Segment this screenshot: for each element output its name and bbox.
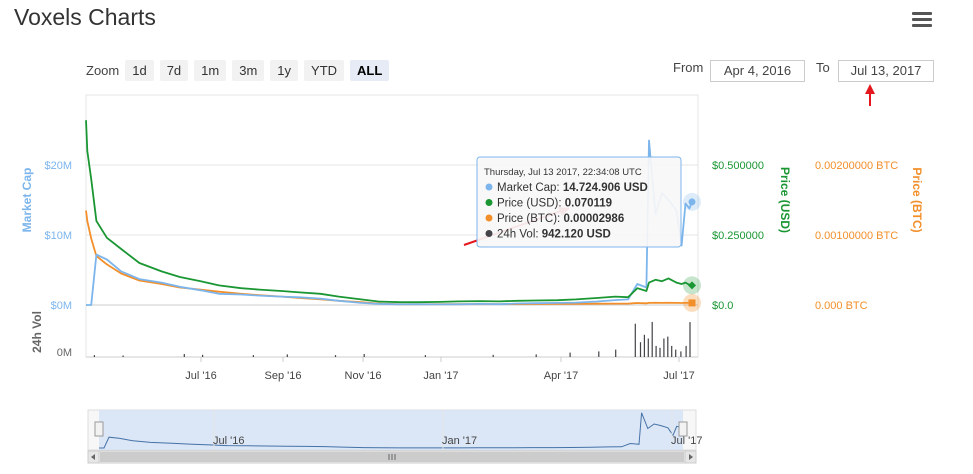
navigator[interactable]: Jul '16 Jan '17 Jul '17 [87,409,702,451]
volume-bar [183,354,185,357]
x-tick-label: Jul '17 [663,370,694,382]
volume-bar [93,355,95,357]
zoom-3m-button[interactable]: 3m [232,60,265,81]
volume-bar [334,355,337,357]
tooltip-date: Thursday, Jul 13 2017, 22:34:08 UTC [484,167,642,178]
volume-bar [598,351,600,357]
tooltip-swatch [485,199,493,206]
series-line-price-usd [85,120,693,304]
navigator-series-line [99,412,684,449]
menu-icon[interactable] [912,12,932,28]
zoom-1d-button[interactable]: 1d [125,60,154,81]
volume-bar [286,354,288,357]
y-tick-market-cap: $10M [44,230,72,242]
axis-title-market-cap: Market Cap [20,168,34,233]
volume-bar [363,354,365,357]
tooltip-swatch [485,214,493,222]
navigator-tick-label: Jul '17 [671,435,702,447]
scroll-right-icon [689,454,693,460]
tooltip-swatch [485,230,493,237]
navigator-mask [99,410,683,450]
tooltip-row: Price (BTC): 0.00002986 [497,213,624,225]
axis-title-price-usd: Price (USD) [778,167,792,233]
y-tick-price-usd: $0.250000 [712,230,764,242]
volume-bar [424,355,426,357]
navigator-tick-label: Jul '16 [213,435,244,447]
scrollbar[interactable] [87,450,697,464]
y-tick-price-btc: 0.000 BTC [815,300,868,312]
volume-bar [685,345,687,357]
zoom-label: Zoom [86,63,120,78]
scroll-left-icon [91,454,95,460]
volume-bar [643,334,645,357]
volume-bar [647,338,649,357]
y-tick-price-btc: 0.00100000 BTC [815,230,898,242]
to-date-arrow-head [865,84,875,94]
volume-bar [569,352,571,357]
to-label: To [816,60,830,75]
volume-bar [492,354,494,357]
to-date-input[interactable]: Jul 13, 2017 [838,60,934,82]
volume-bar [655,345,657,357]
scrollbar-grip-icon [388,454,396,460]
hover-marker-price-btc [688,299,696,307]
volume-bar [667,336,669,357]
hover-marker-price-usd [688,281,696,290]
volume-bar [639,342,642,357]
tooltip: Thursday, Jul 13 2017, 22:34:08 UTC Mark… [476,156,682,248]
navigator-tick-label: Jan '17 [442,435,477,447]
tooltip-swatch [485,183,493,191]
y-tick-volume: 0M [57,347,72,359]
volume-bar [202,354,204,357]
tooltip-row: 24h Vol: 942.120 USD [497,229,611,241]
hover-marker-market-cap [688,198,696,206]
volume-bar [689,322,691,357]
volume-bar [663,338,665,357]
volume-bar [252,355,254,357]
from-label: From [673,60,704,75]
zoom-bar: Zoom 1d 7d 1m 3m 1y YTD ALL [86,60,395,81]
volume-bar [680,351,682,357]
x-tick-label: Jul '16 [185,370,216,382]
y-tick-price-usd: $0.0 [712,300,733,312]
zoom-7d-button[interactable]: 7d [159,60,189,81]
axis-title-volume: 24h Vol [30,311,44,353]
axis-title-price-btc: Price (BTC) [910,167,924,232]
y-tick-market-cap: $20M [44,160,72,172]
tooltip-row: Price (USD): 0.070119 [497,198,612,210]
volume-bar [659,347,661,358]
page-title: Voxels Charts [14,4,156,30]
volume-bar [122,355,124,357]
navigator-handle-left[interactable] [94,421,104,437]
volume-bar [651,321,653,357]
x-tick-label: Jan '17 [423,370,458,382]
zoom-ytd-button[interactable]: YTD [304,60,345,81]
zoom-1m-button[interactable]: 1m [194,60,227,81]
volume-bar [634,323,636,357]
from-date-input[interactable]: Apr 4, 2016 [710,60,805,82]
volume-bar [671,345,673,357]
x-tick-label: Apr '17 [544,370,579,382]
tooltip-row: Market Cap: 14.724.906 USD [497,182,648,194]
navigator-handle-right[interactable] [678,421,688,437]
zoom-1y-button[interactable]: 1y [270,60,299,81]
volume-bar [675,349,677,357]
y-tick-price-usd: $0.500000 [712,160,764,172]
zoom-all-button[interactable]: ALL [350,60,390,81]
x-tick-label: Nov '16 [345,370,382,382]
y-tick-price-btc: 0.00200000 BTC [815,160,898,172]
x-tick-label: Sep '16 [265,370,302,382]
y-tick-market-cap: $0M [51,300,72,312]
tooltip-box [476,156,682,248]
volume-bar [615,349,617,357]
volume-bar [535,354,537,357]
